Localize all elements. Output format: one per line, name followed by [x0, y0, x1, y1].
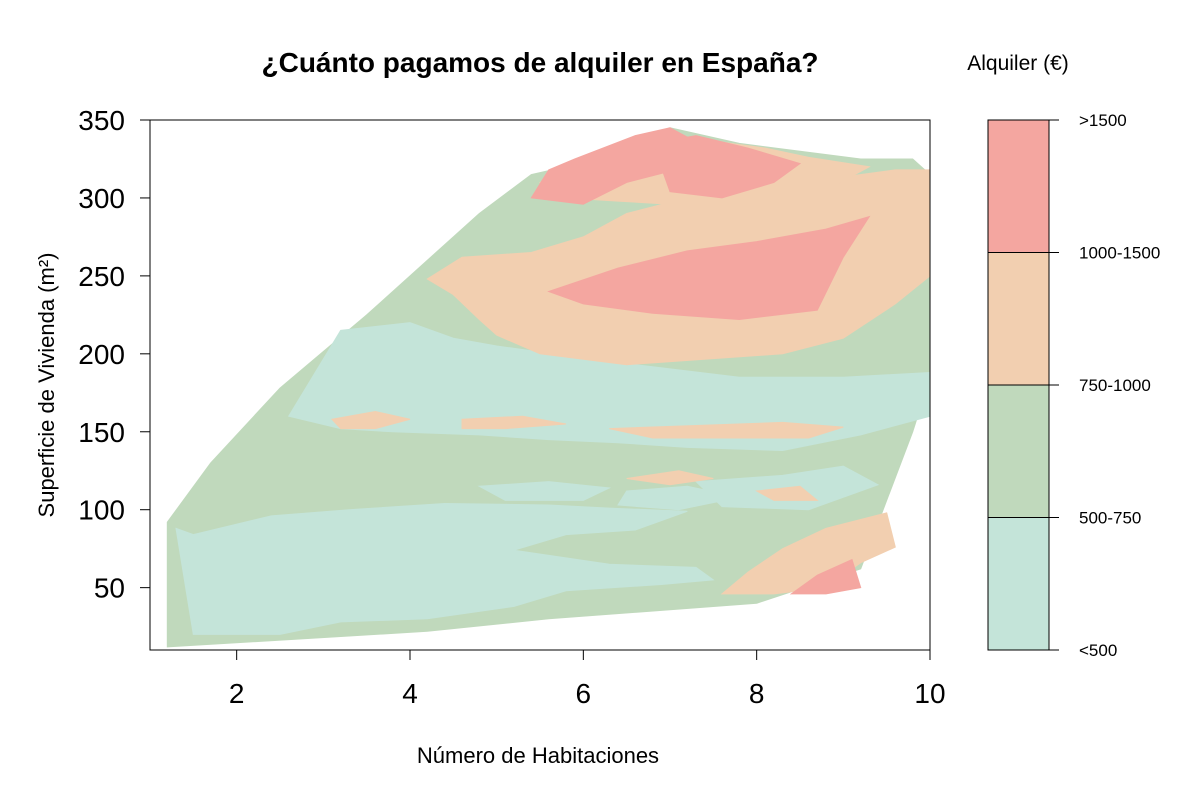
heatmap-region-9 [331, 410, 411, 430]
heatmap-region-5 [477, 481, 612, 501]
y-tick-label: 350 [78, 105, 125, 136]
legend-swatch [988, 252, 1049, 385]
legend-swatch [988, 517, 1049, 650]
x-tick-label: 10 [914, 678, 945, 709]
legend-label: <500 [1079, 641, 1117, 660]
legend-label: 500-750 [1079, 509, 1141, 528]
chart-title: ¿Cuánto pagamos de alquiler en España? [262, 47, 819, 78]
x-tick-label: 6 [576, 678, 592, 709]
legend-label: >1500 [1079, 111, 1127, 130]
x-axis: 2 4 6 8 10 [229, 650, 946, 709]
x-tick-label: 4 [402, 678, 418, 709]
y-tick-label: 50 [94, 573, 125, 604]
heatmap-region-10 [461, 415, 567, 430]
y-axis: 50 100 150 200 250 300 350 [78, 105, 150, 604]
heatmap-region-17 [547, 215, 871, 321]
legend-swatch [988, 385, 1049, 518]
y-tick-label: 150 [78, 417, 125, 448]
heatmap-region-11 [609, 421, 844, 439]
x-axis-title: Número de Habitaciones [417, 743, 659, 768]
heatmap-regions [166, 127, 930, 648]
heatmap-region-14 [755, 485, 819, 501]
x-tick-label: 2 [229, 678, 245, 709]
legend-label: 1000-1500 [1079, 244, 1160, 263]
legend-label: 750-1000 [1079, 376, 1151, 395]
y-tick-label: 300 [78, 183, 125, 214]
y-axis-title: Superficie de Vivienda (m²) [34, 253, 59, 518]
heatmap-region-3 [287, 322, 930, 452]
x-tick-label: 8 [749, 678, 765, 709]
legend: <500 500-750 750-1000 1000-1500 >1500 [987, 111, 1160, 660]
heatmap-region-2 [175, 502, 715, 635]
legend-title: Alquiler (€) [967, 52, 1069, 75]
heatmap-region-16 [652, 135, 802, 199]
legend-swatch [988, 120, 1049, 253]
plot-frame [149, 119, 931, 651]
heatmap-region-6 [617, 485, 740, 511]
y-tick-label: 100 [78, 495, 125, 526]
y-tick-label: 250 [78, 261, 125, 292]
heatmap-region-18 [789, 558, 862, 595]
heatmap-region-13 [626, 470, 714, 486]
y-tick-label: 200 [78, 339, 125, 370]
